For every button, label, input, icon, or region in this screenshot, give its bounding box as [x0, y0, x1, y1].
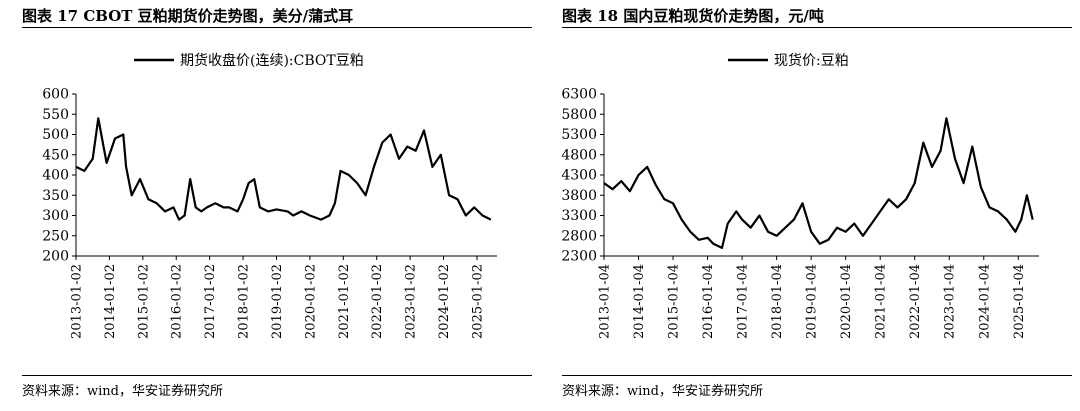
series-line [603, 117, 1034, 249]
y-tick-label: 3800 [561, 188, 597, 204]
y-tick-label: 2800 [561, 228, 597, 244]
x-tick-label: 2017-01-04 [736, 264, 751, 339]
y-tick-label: 300 [42, 208, 69, 224]
y-tick-label: 4800 [561, 147, 597, 163]
y-tick-label: 350 [42, 188, 69, 204]
x-tick-label: 2022-01-04 [908, 264, 923, 339]
title-rule [22, 27, 532, 28]
cbot-chart: 200 250 300 350 400 450 500 550 600 2013-01-02 201… [42, 52, 497, 339]
x-tick-label: 2017-01-02 [203, 264, 218, 339]
x-tick-label: 2015-01-04 [667, 264, 682, 339]
x-tick-label: 2016-01-04 [701, 264, 716, 339]
right-figure-panel: 图表 18 国内豆粕现货价走势图，元/吨 2300 2800 3300 3800 430… [540, 0, 1080, 411]
x-tick-label: 2023-01-02 [404, 264, 419, 339]
y-tick-label: 500 [42, 127, 69, 143]
x-tick-label: 2016-01-02 [170, 264, 185, 339]
figure-title: 图表 17 CBOT 豆粕期货价走势图，美分/蒲式耳 [22, 7, 354, 25]
y-tick-label: 5800 [561, 107, 597, 123]
y-tick-label: 600 [42, 87, 69, 103]
y-tick-label: 5300 [561, 127, 597, 143]
source-note: 资料来源：wind，华安证券研究所 [22, 384, 223, 399]
x-tick-label: 2024-01-02 [437, 264, 452, 339]
x-tick-label: 2018-01-02 [237, 264, 252, 339]
spot-price-chart: 2300 2800 3300 3800 4300 4800 5300 5800 6300 2013… [561, 52, 1039, 339]
source-rule [562, 375, 1072, 376]
x-tick-label: 2014-01-04 [632, 264, 647, 339]
legend-label: 期货收盘价(连续):CBOT豆粕 [180, 52, 364, 69]
x-tick-label: 2020-01-04 [839, 264, 854, 339]
x-tick-label: 2021-01-02 [337, 264, 352, 339]
y-tick-label: 550 [42, 107, 69, 123]
figure-title: 图表 18 国内豆粕现货价走势图，元/吨 [562, 7, 824, 25]
y-tick-label: 4300 [561, 168, 597, 184]
x-tick-label: 2018-01-04 [770, 264, 785, 339]
x-tick-label: 2025-01-02 [470, 264, 485, 339]
x-tick-label: 2020-01-02 [303, 264, 318, 339]
series-line [75, 117, 492, 221]
y-tick-label: 2300 [561, 249, 597, 265]
x-tick-label: 2019-01-02 [270, 264, 285, 339]
x-tick-label: 2013-01-04 [598, 264, 613, 339]
x-tick-label: 2014-01-02 [103, 264, 118, 339]
y-tick-label: 3300 [561, 208, 597, 224]
source-rule [22, 375, 532, 376]
x-tick-label: 2013-01-02 [70, 264, 85, 339]
y-tick-label: 450 [42, 147, 69, 163]
x-tick-label: 2024-01-04 [977, 264, 992, 339]
x-tick-label: 2015-01-02 [136, 264, 151, 339]
x-tick-label: 2019-01-04 [805, 264, 820, 339]
x-tick-label: 2023-01-04 [943, 264, 958, 339]
x-tick-label: 2022-01-02 [370, 264, 385, 339]
x-tick-label: 2025-01-04 [1012, 264, 1027, 339]
y-tick-label: 200 [42, 249, 69, 265]
left-figure-panel: 图表 17 CBOT 豆粕期货价走势图，美分/蒲式耳 200 250 300 350 4… [22, 7, 532, 399]
y-tick-label: 250 [42, 228, 69, 244]
y-tick-label: 400 [42, 168, 69, 184]
y-tick-label: 6300 [561, 87, 597, 103]
legend-label: 现货价:豆粕 [774, 52, 849, 69]
title-rule [562, 27, 1072, 28]
source-note: 资料来源：wind，华安证券研究所 [562, 384, 763, 399]
x-tick-label: 2021-01-04 [874, 264, 889, 339]
